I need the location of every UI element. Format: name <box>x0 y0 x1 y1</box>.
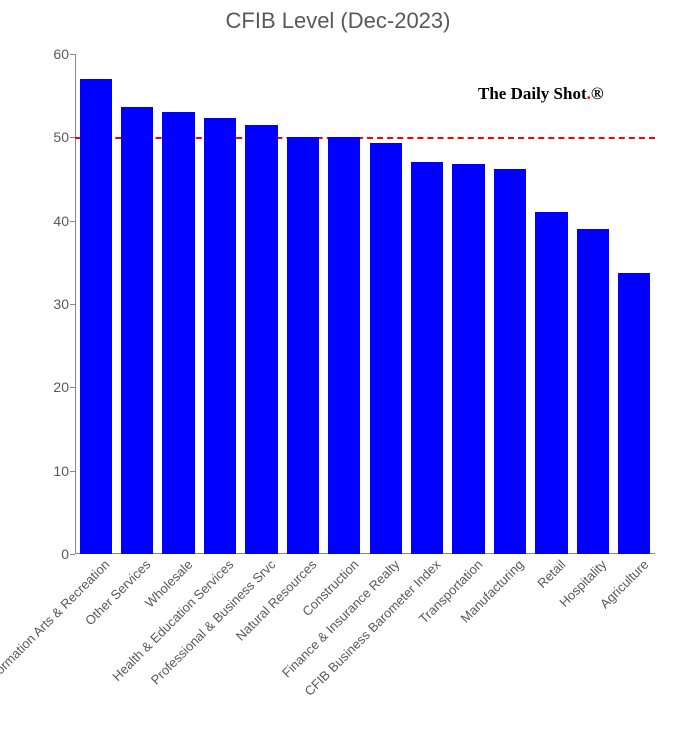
bar <box>452 164 484 554</box>
plot-area: 0102030405060Information Arts & Recreati… <box>75 54 655 554</box>
bar <box>287 137 319 554</box>
bar <box>577 229 609 554</box>
bar <box>245 125 277 554</box>
y-tick-mark <box>70 54 75 55</box>
y-tick-mark <box>70 387 75 388</box>
bar <box>370 143 402 554</box>
bar <box>618 273 650 554</box>
chart-title: CFIB Level (Dec-2023) <box>0 8 676 34</box>
bar <box>535 212 567 554</box>
chart-container: CFIB Level (Dec-2023) The Daily Shot.® 0… <box>0 0 676 753</box>
bar <box>411 162 443 555</box>
bar <box>328 137 360 554</box>
y-tick-mark <box>70 554 75 555</box>
bar <box>80 79 112 554</box>
bar <box>494 169 526 554</box>
bar <box>204 118 236 554</box>
y-tick-mark <box>70 221 75 222</box>
x-category-label: Retail <box>531 554 568 591</box>
bar <box>121 107 153 555</box>
y-axis-line <box>75 54 76 554</box>
y-tick-mark <box>70 471 75 472</box>
bar <box>162 112 194 554</box>
y-tick-mark <box>70 304 75 305</box>
